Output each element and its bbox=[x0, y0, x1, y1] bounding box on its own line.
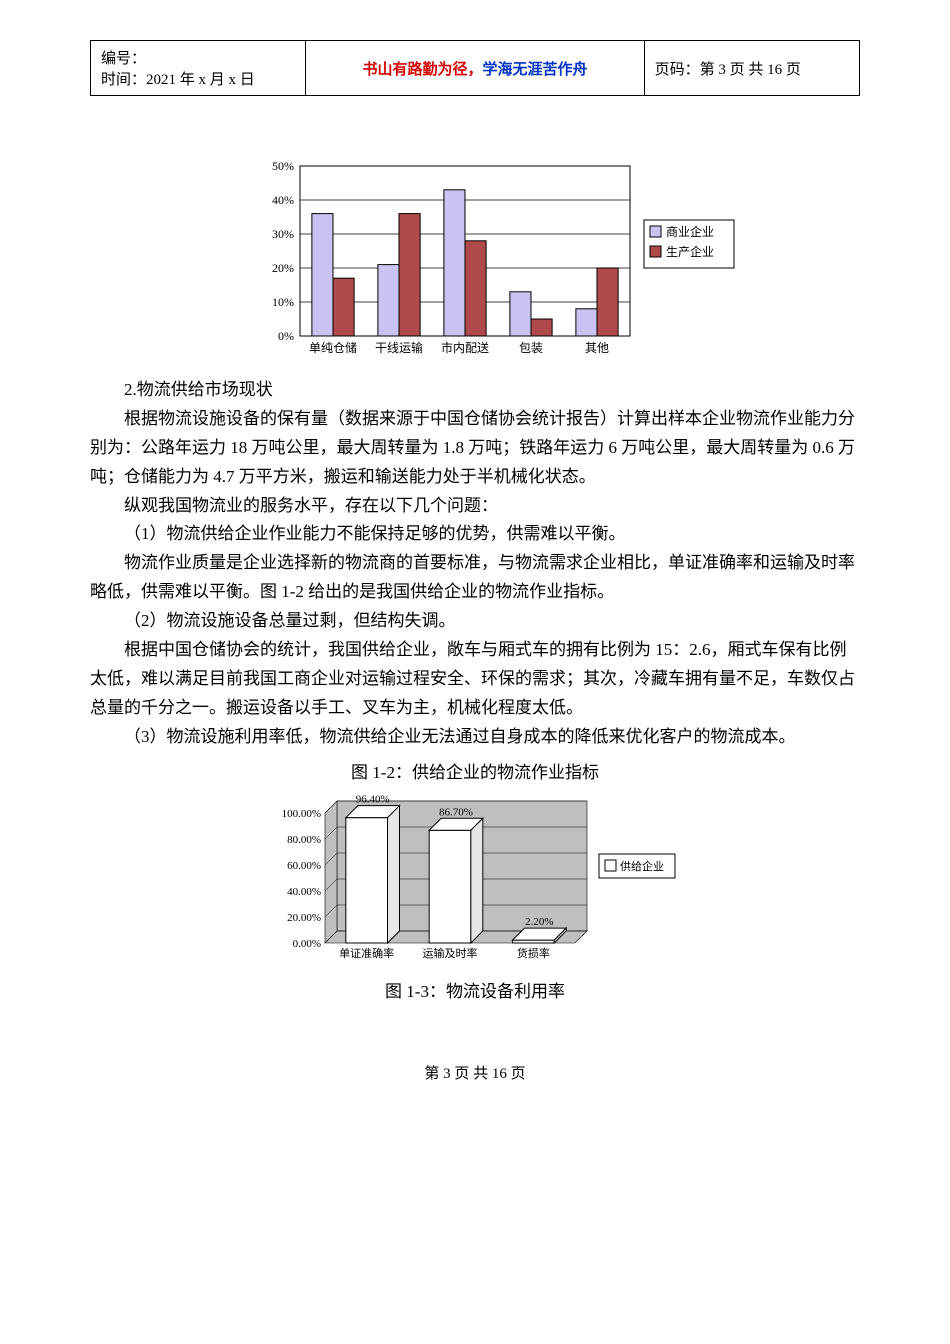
chart1-container: 0% 10% 20% 30% 40% 50% 单纯仓储 干线运输 市内配送 包装 其他 商业企业生产企… bbox=[250, 156, 750, 376]
svg-text:0%: 0% bbox=[278, 329, 294, 343]
svg-text:96.40%: 96.40% bbox=[356, 793, 390, 805]
svg-text:生产企业: 生产企业 bbox=[666, 244, 714, 259]
doc-id-label: 编号： bbox=[101, 47, 295, 68]
svg-text:60.00%: 60.00% bbox=[287, 860, 321, 872]
header-table: 编号： 时间：2021 年 x 月 x 日 书山有路勤为径，学海无涯苦作舟 页码… bbox=[90, 40, 860, 96]
paragraph-6: 根据中国仓储协会的统计，我国供给企业，敞车与厢式车的拥有比例为 15：2.6，厢… bbox=[90, 636, 860, 723]
doc-date-label: 时间：2021 年 x 月 x 日 bbox=[101, 68, 295, 89]
svg-text:10%: 10% bbox=[272, 295, 294, 309]
svg-text:其他: 其他 bbox=[585, 341, 609, 355]
svg-text:商业企业: 商业企业 bbox=[666, 224, 714, 239]
svg-text:80.00%: 80.00% bbox=[287, 834, 321, 846]
svg-text:货损率: 货损率 bbox=[517, 946, 550, 960]
svg-text:86.70%: 86.70% bbox=[439, 806, 473, 818]
svg-text:市内配送: 市内配送 bbox=[441, 340, 489, 355]
page: 编号： 时间：2021 年 x 月 x 日 书山有路勤为径，学海无涯苦作舟 页码… bbox=[0, 0, 950, 1143]
svg-text:40.00%: 40.00% bbox=[287, 886, 321, 898]
svg-text:100.00%: 100.00% bbox=[282, 808, 321, 820]
svg-text:单纯仓储: 单纯仓储 bbox=[309, 340, 357, 355]
motto-blue: 学海无涯苦作舟 bbox=[482, 62, 587, 78]
chart1-svg: 0% 10% 20% 30% 40% 50% 单纯仓储 干线运输 市内配送 包装 其他 商业企业生产企… bbox=[250, 156, 750, 376]
paragraph-4: 物流作业质量是企业选择新的物流商的首要标准，与物流需求企业相比，单证准确率和运输… bbox=[90, 549, 860, 607]
paragraph-3: （1）物流供给企业作业能力不能保持足够的优势，供需难以平衡。 bbox=[90, 520, 860, 549]
motto-red: 书山有路勤为径， bbox=[362, 62, 482, 78]
paragraph-7: （3）物流设施利用率低，物流供给企业无法通过自身成本的降低来优化客户的物流成本。 bbox=[90, 723, 860, 752]
svg-text:30%: 30% bbox=[272, 227, 294, 241]
svg-text:20%: 20% bbox=[272, 261, 294, 275]
svg-text:包装: 包装 bbox=[519, 341, 543, 355]
page-footer: 第 3 页 共 16 页 bbox=[90, 1062, 860, 1083]
svg-text:20.00%: 20.00% bbox=[287, 912, 321, 924]
header-right-cell: 页码：第 3 页 共 16 页 bbox=[644, 41, 859, 96]
svg-text:干线运输: 干线运输 bbox=[375, 340, 423, 355]
header-center-cell: 书山有路勤为径，学海无涯苦作舟 bbox=[306, 41, 644, 96]
svg-text:0.00%: 0.00% bbox=[293, 938, 321, 950]
chart2-svg: 0.00% 20.00% 40.00% 60.00% 80.00% 100.00% 96.4… bbox=[255, 787, 695, 967]
section-2-title: 2.物流供给市场现状 bbox=[90, 376, 860, 405]
paragraph-1: 根据物流设施设备的保有量（数据来源于中国仓储协会统计报告）计算出样本企业物流作业… bbox=[90, 405, 860, 492]
svg-text:40%: 40% bbox=[272, 193, 294, 207]
header-page-label: 页码：第 3 页 共 16 页 bbox=[655, 62, 801, 78]
figure-1-2-title: 图 1-2：供给企业的物流作业指标 bbox=[90, 758, 860, 783]
body-text: 2.物流供给市场现状 根据物流设施设备的保有量（数据来源于中国仓储协会统计报告）… bbox=[90, 376, 860, 752]
paragraph-2: 纵观我国物流业的服务水平，存在以下几个问题： bbox=[90, 492, 860, 521]
chart2-container: 0.00% 20.00% 40.00% 60.00% 80.00% 100.00% 96.4… bbox=[255, 787, 695, 967]
svg-text:单证准确率: 单证准确率 bbox=[339, 946, 394, 960]
header-left-cell: 编号： 时间：2021 年 x 月 x 日 bbox=[91, 41, 306, 96]
figure-1-3-title: 图 1-3：物流设备利用率 bbox=[90, 977, 860, 1002]
svg-text:供给企业: 供给企业 bbox=[620, 859, 664, 873]
paragraph-5: （2）物流设施设备总量过剩，但结构失调。 bbox=[90, 607, 860, 636]
svg-text:50%: 50% bbox=[272, 159, 294, 173]
svg-text:运输及时率: 运输及时率 bbox=[423, 946, 478, 960]
svg-text:2.20%: 2.20% bbox=[525, 916, 553, 928]
